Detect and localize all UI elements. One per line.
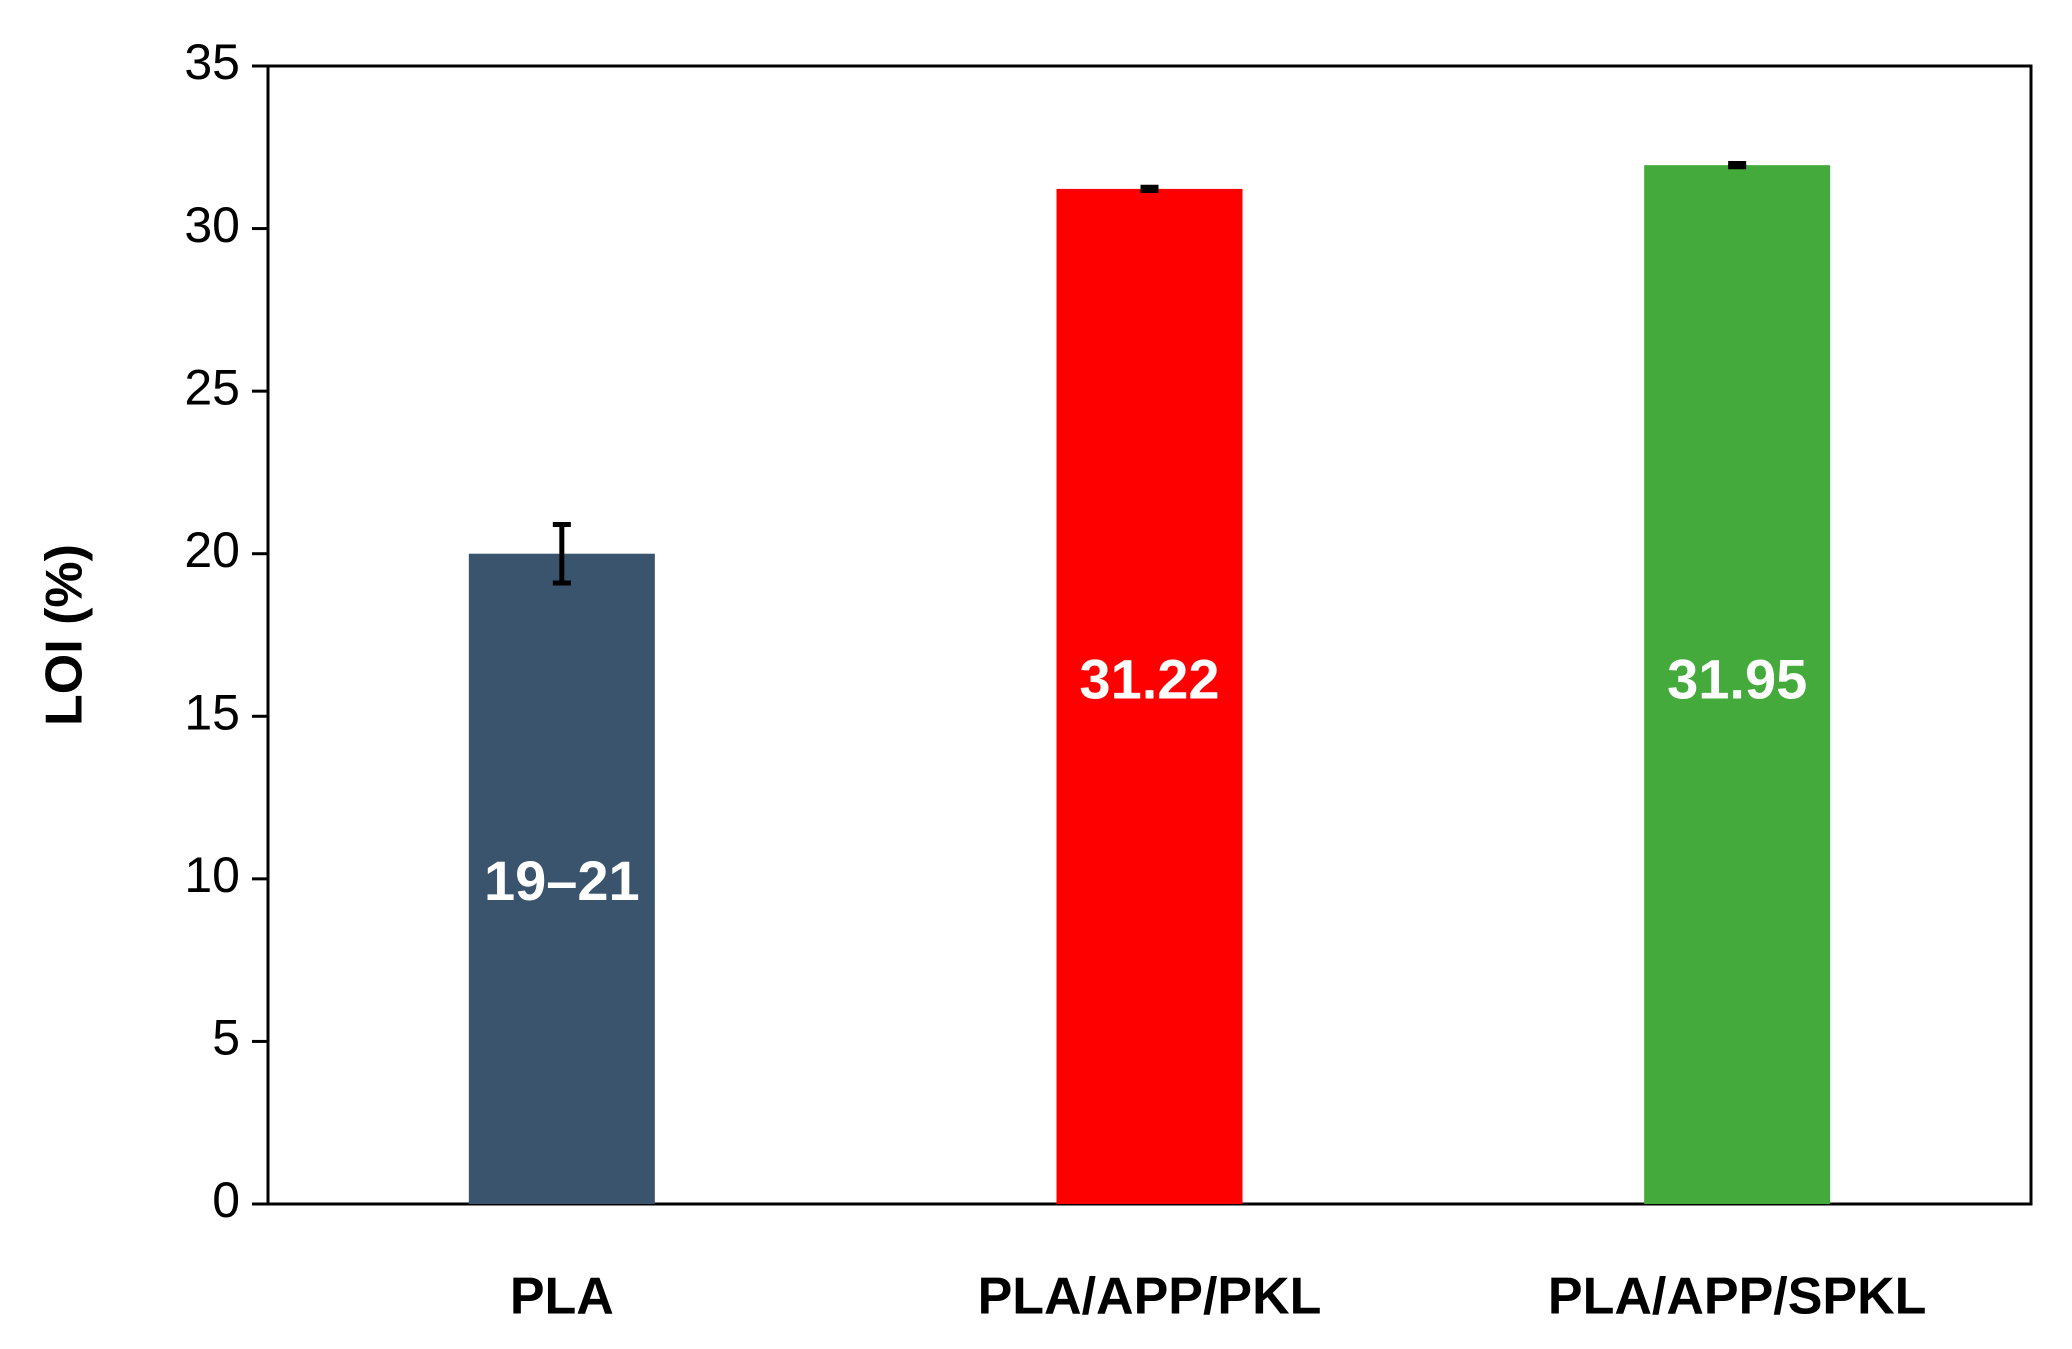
bars-group: 19–21 31.22 31.95 [468,161,1831,1205]
y-tick-label: 5 [212,1010,240,1066]
y-axis-title: LOI (%) [36,544,94,726]
y-tick-label: 15 [184,684,240,740]
bar-0 [468,553,655,1204]
x-category-label: PLA/APP/PKL [978,1268,1322,1326]
bar-data-label: 31.95 [1667,648,1807,711]
y-tick-label: 0 [212,1172,240,1228]
x-axis-labels: PLA PLA/APP/PKL PLA/APP/SPKL [510,1268,1927,1326]
y-tick-label: 25 [184,359,240,415]
y-tick-label: 10 [184,847,240,903]
bar-1 [1056,188,1243,1205]
x-category-label: PLA [510,1268,614,1326]
bar-data-label: 19–21 [484,849,640,912]
y-tick-label: 20 [184,522,240,578]
bar-2 [1644,165,1831,1204]
y-axis-ticks: 0 5 10 15 20 25 30 35 [184,34,268,1228]
x-category-label: PLA/APP/SPKL [1548,1268,1927,1326]
y-tick-label: 35 [184,34,240,90]
y-tick-label: 30 [184,197,240,253]
bar-data-label: 31.22 [1079,648,1219,711]
